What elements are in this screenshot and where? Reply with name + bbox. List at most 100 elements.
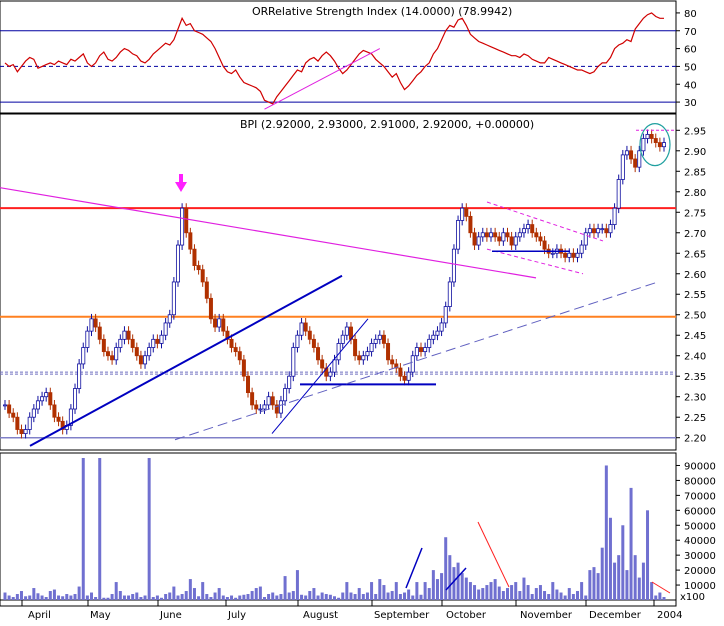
- price-bar-body: [77, 363, 82, 389]
- price-bar-body: [151, 338, 156, 348]
- volume-bar: [151, 597, 155, 600]
- volume-bar: [114, 582, 118, 600]
- x-label-october: October: [446, 610, 487, 621]
- volume-bar: [291, 591, 295, 600]
- volume-bar: [246, 594, 250, 600]
- price-bar-body: [398, 367, 403, 377]
- volume-trend-2: [445, 567, 467, 591]
- price-bar-body: [620, 154, 625, 180]
- price-bar-body: [468, 215, 473, 234]
- price-bar-body: [3, 404, 8, 407]
- volume-bar: [176, 595, 180, 600]
- volume-bar: [110, 594, 114, 600]
- price-bar-body: [521, 228, 526, 234]
- price-bar-body: [381, 334, 386, 344]
- price-bar-body: [402, 375, 407, 381]
- price-bar-body: [73, 388, 78, 410]
- price-bar-body: [291, 347, 296, 377]
- volume-bar: [312, 588, 316, 600]
- price-bar-body: [377, 334, 382, 340]
- volume-bar: [518, 591, 522, 600]
- volume-bar: [122, 595, 126, 600]
- x-label-july: July: [227, 610, 246, 621]
- volume-bar: [147, 458, 151, 600]
- price-bar-body: [44, 392, 49, 398]
- volume-bar: [7, 595, 11, 600]
- price-bar-body: [604, 228, 609, 234]
- volume-bar: [221, 595, 225, 600]
- volume-bar: [452, 567, 456, 600]
- volume-bar: [514, 582, 518, 600]
- volume-bar: [427, 588, 431, 600]
- rsi-tick-label: 40: [684, 80, 697, 91]
- price-bar-body: [295, 334, 300, 348]
- price-bar-body: [542, 240, 547, 250]
- volume-trend-1: [405, 547, 423, 589]
- volume-bar: [547, 594, 551, 600]
- volume-bar: [390, 591, 394, 600]
- volume-bar: [3, 592, 7, 600]
- volume-tick-label: 50000: [684, 521, 716, 532]
- volume-tick-label: 30000: [684, 551, 716, 562]
- volume-bar: [489, 582, 493, 600]
- volume-bar: [295, 570, 299, 600]
- volume-bar: [52, 589, 56, 600]
- volume-bar: [378, 579, 382, 600]
- price-bar-body: [138, 355, 143, 365]
- price-tick-label: 2.50: [684, 311, 706, 322]
- price-bar-body: [270, 396, 275, 406]
- volume-bar: [254, 588, 258, 600]
- x-label-august: August: [303, 610, 338, 621]
- volume-bar: [15, 594, 19, 600]
- volume-tick-label: 60000: [684, 506, 716, 517]
- x-label-april: April: [28, 610, 51, 621]
- volume-bar: [407, 589, 411, 600]
- price-bar-body: [241, 359, 246, 377]
- price-bar-body: [134, 347, 139, 357]
- volume-bar: [57, 595, 61, 600]
- price-bar-body: [283, 388, 288, 402]
- price-layer: [0, 129, 676, 439]
- volume-bar: [576, 591, 580, 600]
- volume-bar: [188, 579, 192, 600]
- volume-bar: [435, 579, 439, 600]
- price-bar-body: [612, 207, 617, 225]
- price-bar-body: [435, 330, 440, 336]
- volume-bar: [538, 585, 542, 600]
- volume-bar: [106, 597, 110, 600]
- volume-bar: [32, 588, 36, 600]
- volume-bar: [473, 585, 477, 600]
- price-bar-body: [328, 371, 333, 377]
- price-bar-body: [410, 355, 415, 373]
- volume-bar: [201, 582, 205, 600]
- volume-decline-2: [651, 581, 671, 594]
- volume-bar: [258, 586, 262, 600]
- price-bar-body: [657, 142, 662, 148]
- volume-bar: [139, 597, 143, 600]
- volume-bar: [287, 592, 291, 600]
- price-bar-body: [563, 252, 568, 258]
- volume-bar: [143, 595, 147, 600]
- price-tick-label: 2.65: [684, 249, 706, 260]
- volume-bar: [423, 582, 427, 600]
- price-bar-body: [204, 281, 209, 299]
- volume-bar: [621, 525, 625, 600]
- price-bar-body: [147, 347, 152, 357]
- volume-bar: [600, 547, 604, 600]
- volume-bar: [431, 570, 435, 600]
- price-bar-body: [633, 158, 638, 168]
- price-bar-body: [229, 338, 234, 348]
- price-bar-body: [246, 375, 251, 394]
- price-bar-body: [386, 343, 391, 361]
- volume-bar: [464, 577, 468, 600]
- price-tick-label: 2.70: [684, 229, 706, 240]
- price-bar-body: [587, 228, 592, 234]
- price-bar-body: [208, 297, 213, 320]
- volume-bar: [571, 594, 575, 600]
- volume-bar: [567, 588, 571, 600]
- price-bar-body: [641, 138, 646, 152]
- rsi-tick-label: 80: [684, 9, 697, 20]
- price-bar-body: [184, 207, 189, 234]
- price-bar-body: [118, 338, 123, 348]
